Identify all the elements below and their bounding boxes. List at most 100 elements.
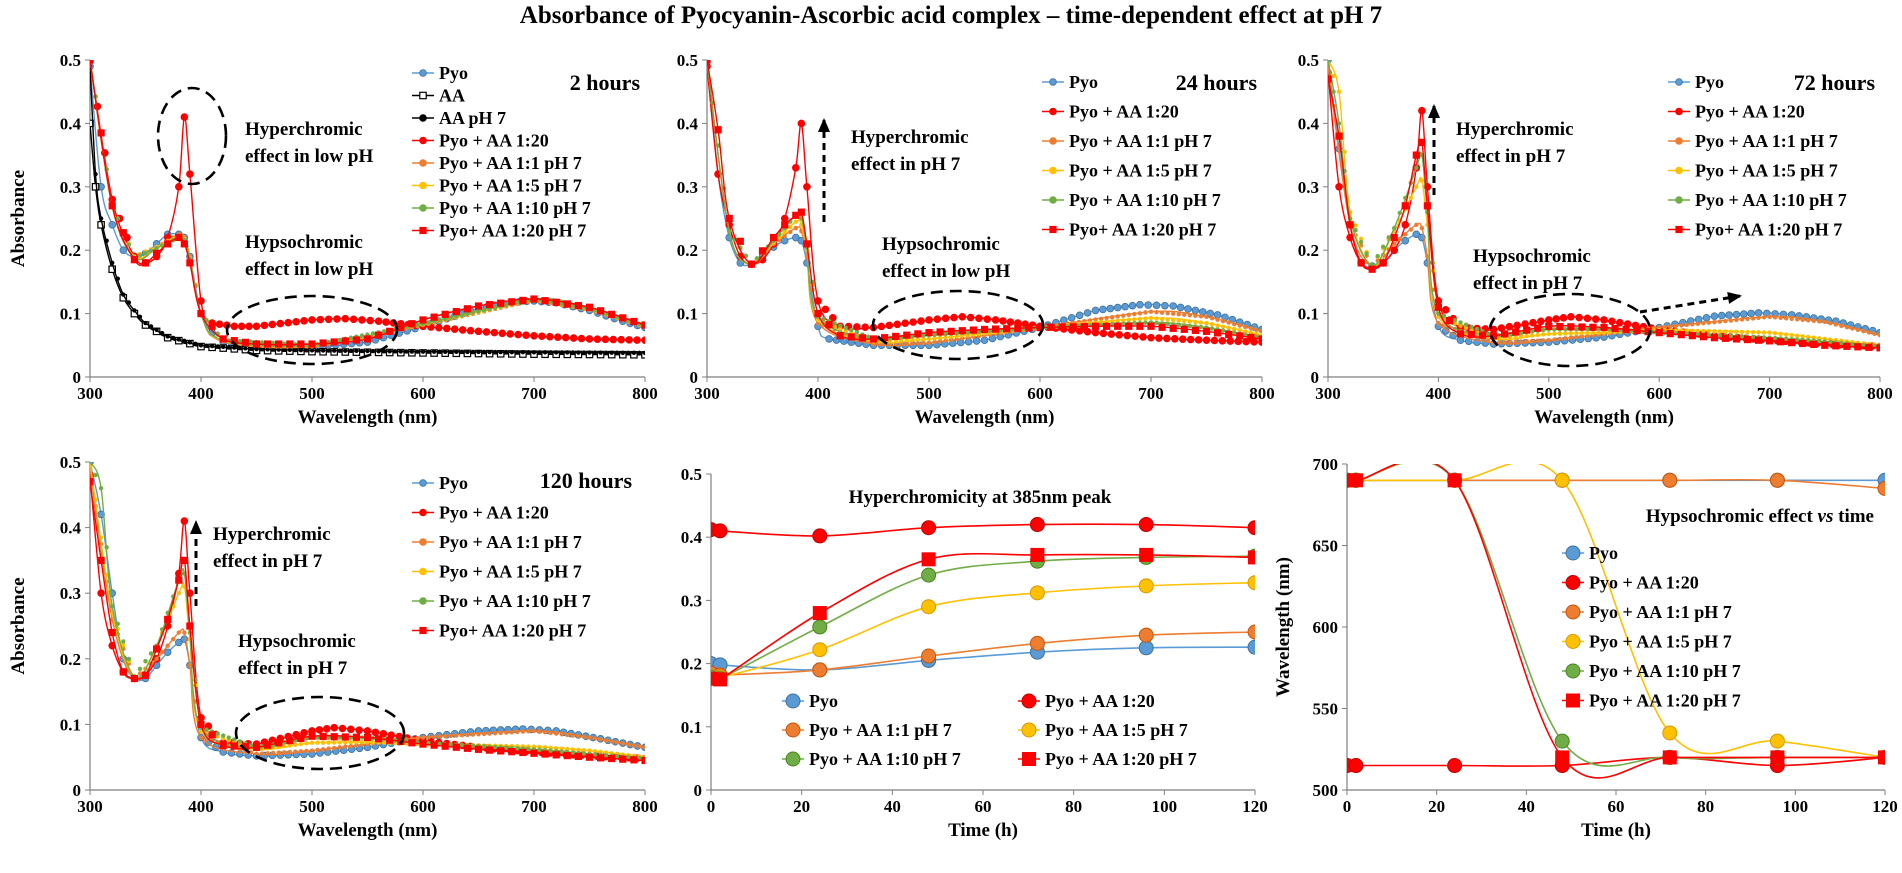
data-point [387,349,392,354]
data-point [531,350,537,355]
data-point [492,731,498,736]
legend-marker [1675,107,1683,116]
data-point [326,740,331,745]
data-point [497,299,505,307]
data-point [1795,317,1800,322]
data-point [1710,312,1719,320]
legend-marker [1049,78,1057,86]
data-point [287,743,292,748]
data-point [576,350,581,355]
data-point [1578,323,1586,331]
data-point [792,211,800,219]
data-point [1673,323,1678,329]
data-point [481,307,487,313]
data-point [747,260,755,268]
y-tick-label: 0.3 [1298,178,1319,197]
data-point [1777,338,1785,346]
annotation-text: Hyperchromic [245,119,363,140]
data-point [1204,314,1209,319]
data-point [409,349,415,354]
data-point [563,300,571,308]
data-point [180,517,189,525]
data-point [1717,311,1726,320]
data-point [1615,318,1624,327]
data-point [828,314,837,322]
data-point [941,314,950,323]
annotation-ellipse [1488,292,1652,368]
data-point [276,750,281,755]
data-point [1799,339,1807,348]
data-point [1401,236,1410,245]
data-point [937,339,943,344]
data-point [1877,480,1885,496]
data-point [865,334,871,339]
data-point [431,349,437,354]
data-point [553,333,562,341]
data-point [853,323,861,331]
legend-item: Pyo + AA 1:1 pH 7 [1042,131,1212,151]
data-point [1721,334,1730,342]
data-point [803,240,811,248]
data-point [115,276,120,281]
data-point [448,742,453,747]
data-point [1754,309,1763,317]
data-point [90,60,94,64]
chart-title: 120 hours [540,468,633,493]
data-point [552,751,560,759]
x-axis-label: Wavelength (nm) [1534,407,1674,428]
data-point [320,348,326,353]
annotation-ellipse [234,695,406,771]
data-point [319,732,327,741]
legend-item: Pyo + AA 1:5 pH 7 [1668,161,1838,181]
data-point [319,339,327,347]
data-point [347,725,355,734]
data-point [382,318,390,326]
annotation-text: Hyperchromic [851,127,969,148]
data-point [910,337,915,342]
data-point [245,322,253,331]
data-point [1590,330,1596,336]
data-point [337,348,342,353]
data-point [520,729,526,734]
data-point [259,347,265,352]
data-point [1069,323,1077,331]
data-point [286,737,294,745]
data-point [1193,313,1198,318]
data-point [1557,331,1563,336]
data-point [576,747,581,753]
data-point [1806,318,1811,323]
data-point [198,735,204,740]
data-point [727,228,732,234]
data-point [452,743,460,751]
data-point [1467,330,1476,339]
data-point [226,345,231,350]
data-point [348,348,354,354]
legend-item: Pyo+ AA 1:20 pH 7 [1042,220,1216,240]
data-point [143,658,148,664]
data-point [1677,331,1685,339]
data-point [264,340,272,348]
data-point [1237,323,1243,328]
y-tick-label: 0.1 [1298,305,1319,324]
data-point [215,731,220,736]
x-tick-label: 400 [188,797,214,816]
legend-item: Pyo + AA 1:1 pH 7 [412,532,582,552]
data-point [725,214,733,223]
data-point [1198,324,1204,330]
data-point [1788,339,1796,347]
data-point [1353,228,1358,233]
data-point [154,327,159,332]
data-point [903,331,911,339]
data-point [363,335,372,343]
data-point [570,747,576,752]
data-point [754,256,760,261]
data-point [1579,330,1585,336]
data-point [304,741,309,746]
legend-item: Pyo + AA 1:1 pH 7 [1668,131,1838,151]
x-tick-label: 40 [884,797,901,816]
series-line [90,468,645,756]
data-point [958,312,967,321]
data-point [90,462,93,465]
data-point [343,744,348,749]
data-point [1058,323,1066,331]
